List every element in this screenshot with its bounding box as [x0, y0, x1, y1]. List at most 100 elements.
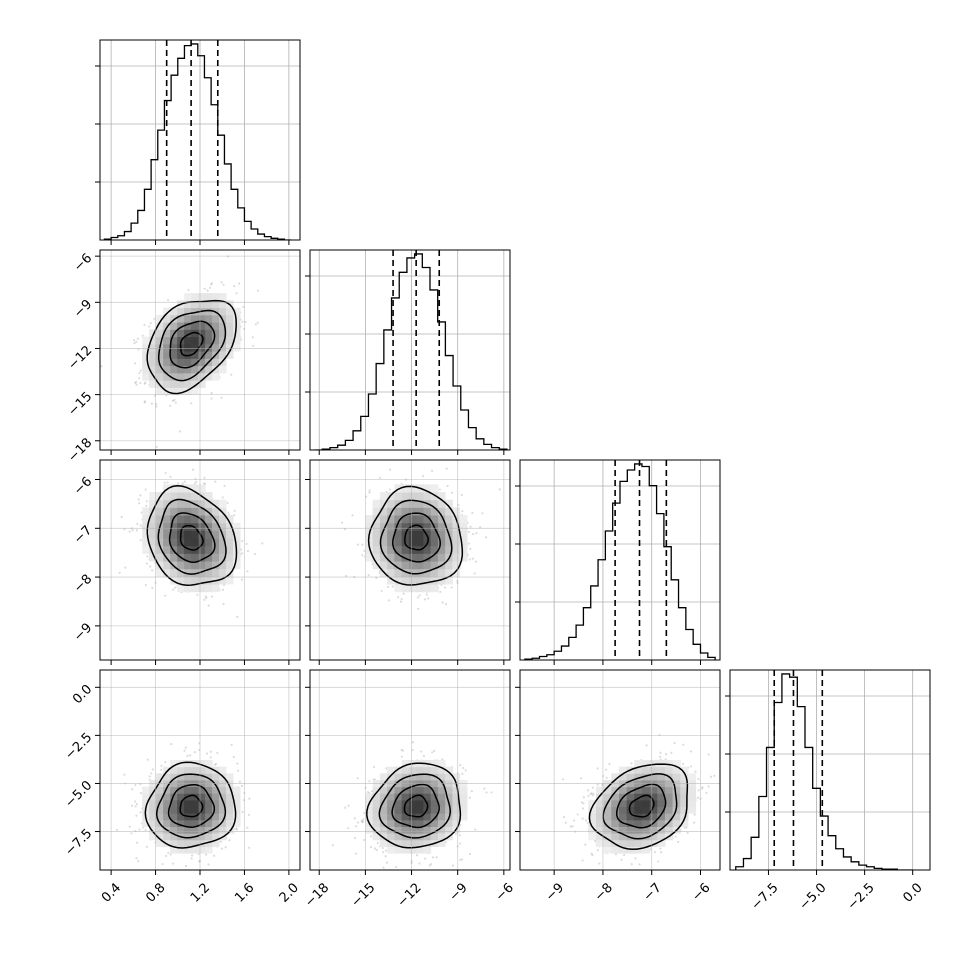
- density-cell: [184, 584, 192, 593]
- density-cell: [626, 839, 635, 847]
- density-cell: [416, 799, 424, 808]
- density-cell: [163, 530, 171, 539]
- density-cell: [603, 846, 612, 854]
- sample-point: [693, 821, 696, 824]
- density-cell: [452, 799, 461, 808]
- sample-point: [459, 763, 462, 767]
- density-cell: [626, 833, 635, 841]
- sample-point: [375, 848, 378, 852]
- density-cell: [212, 300, 220, 309]
- sample-point: [421, 474, 424, 478]
- density-cell: [198, 833, 206, 841]
- sample-point: [140, 511, 143, 514]
- sample-point: [445, 467, 448, 470]
- density-cell: [212, 553, 220, 562]
- density-cell: [170, 522, 178, 531]
- sample-point: [576, 813, 579, 816]
- sample-point: [423, 598, 427, 601]
- sample-point: [481, 512, 484, 515]
- x-tick-label: −7.5: [749, 880, 782, 913]
- density-cell: [184, 576, 192, 585]
- density-cell: [233, 561, 241, 570]
- density-cell: [198, 530, 206, 539]
- density-cell: [603, 786, 612, 794]
- density-cell: [437, 568, 446, 577]
- density-cell: [212, 833, 220, 841]
- density-cell: [416, 793, 424, 801]
- density-cell: [226, 336, 234, 345]
- panel-content: [341, 467, 501, 610]
- density-cell: [156, 806, 164, 814]
- density-cell: [430, 499, 439, 508]
- sample-point: [132, 338, 136, 342]
- density-cell: [408, 484, 417, 493]
- sample-point: [630, 762, 633, 765]
- density-cell: [191, 492, 199, 501]
- density-cell: [387, 576, 395, 585]
- density-cell: [170, 799, 178, 808]
- density-cell: [445, 499, 453, 508]
- density-cell: [394, 819, 403, 827]
- sample-point: [149, 565, 152, 568]
- density-cell: [142, 819, 150, 827]
- contour-level-0: [179, 794, 204, 818]
- density-cell: [191, 799, 199, 808]
- density-cell: [226, 515, 234, 524]
- density-cell: [365, 515, 374, 524]
- density-cell: [401, 484, 410, 493]
- density-cell: [603, 839, 612, 847]
- density-cell: [198, 568, 206, 577]
- sample-point: [227, 876, 229, 878]
- sample-point: [420, 750, 423, 753]
- density-cell: [177, 307, 185, 316]
- density-cell: [641, 839, 651, 847]
- sample-point: [233, 509, 236, 512]
- sample-point: [170, 743, 173, 746]
- density-cell: [394, 846, 403, 854]
- density-cell: [149, 793, 157, 801]
- density-cell: [408, 568, 417, 577]
- sample-point: [131, 804, 134, 807]
- density-cell: [430, 530, 439, 539]
- density-cell: [459, 515, 468, 524]
- density-cell: [212, 530, 220, 539]
- density-cell: [142, 786, 150, 794]
- density-cell: [191, 343, 199, 352]
- density-cell: [198, 314, 206, 323]
- y-tick-label: −2.5: [62, 730, 95, 763]
- sample-point: [562, 778, 565, 781]
- density-cell: [156, 329, 164, 338]
- density-cell: [387, 806, 395, 814]
- density-cell: [156, 786, 164, 794]
- sample-point: [138, 371, 141, 375]
- density-cell: [156, 499, 164, 508]
- sample-point: [150, 402, 153, 405]
- density-cell: [611, 786, 620, 794]
- density-cell: [184, 293, 192, 301]
- density-cell: [219, 799, 227, 808]
- density-cell: [401, 839, 410, 847]
- density-cell: [177, 773, 185, 781]
- density-cell: [416, 846, 424, 854]
- sample-point: [697, 777, 700, 781]
- density-cell: [212, 793, 220, 801]
- density-cell: [437, 819, 446, 827]
- density-cell: [184, 760, 192, 768]
- density-cell: [672, 806, 681, 814]
- density-cell: [219, 545, 227, 554]
- sample-point: [176, 482, 180, 485]
- sample-point: [215, 762, 218, 766]
- density-cell: [672, 786, 681, 794]
- density-cell: [156, 372, 164, 381]
- density-cell: [177, 793, 185, 801]
- sample-point: [645, 744, 648, 747]
- sample-point: [355, 825, 358, 828]
- density-cell: [657, 773, 666, 781]
- sample-point: [241, 811, 244, 814]
- density-cell: [156, 553, 164, 562]
- density-cell: [394, 492, 403, 501]
- density-cell: [184, 773, 192, 781]
- density-cell: [191, 839, 199, 847]
- sample-point: [630, 863, 633, 866]
- sample-point: [219, 840, 222, 843]
